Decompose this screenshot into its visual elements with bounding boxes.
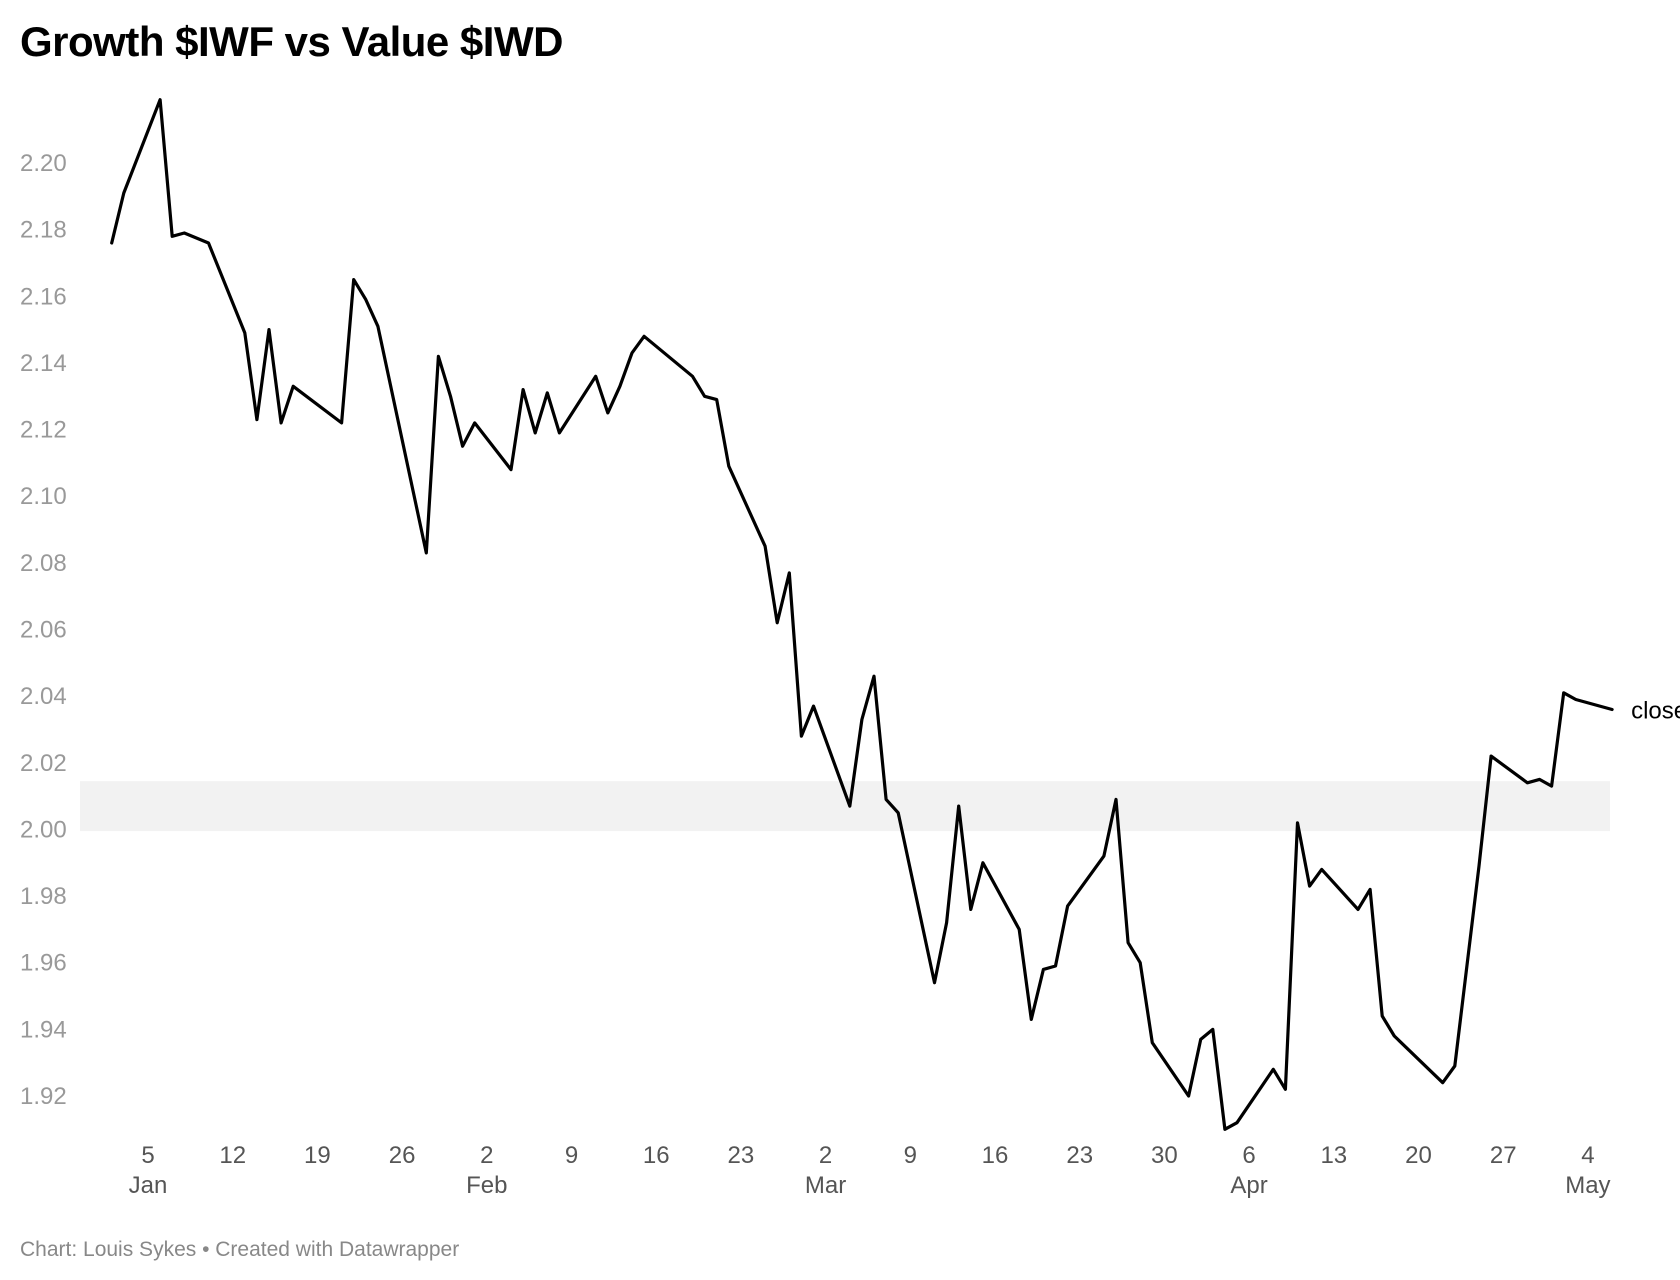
x-tick-label: 2 [480,1142,493,1169]
x-tick-label: 30 [1151,1142,1178,1169]
series-line [110,98,1614,1131]
x-tick-label: 5 [141,1142,154,1169]
y-tick-label: 2.04 [20,683,67,710]
x-month-label: May [1565,1172,1610,1199]
y-tick-label: 2.06 [20,617,67,644]
y-tick-label: 2.14 [20,350,67,377]
x-month-label: Mar [805,1172,846,1199]
x-month-label: Apr [1230,1172,1267,1199]
y-tick-label: 2.08 [20,550,67,577]
x-tick-label: 19 [304,1142,331,1169]
x-tick-label: 16 [982,1142,1009,1169]
x-axis: 5 Jan 12 19 26 2 Feb 9 16 23 2 Mar 9 16 23 30 6 Apr 13 20 27… [129,1142,1611,1199]
x-tick-label: 16 [643,1142,670,1169]
x-tick-label: 4 [1581,1142,1594,1169]
y-axis: 2.20 2.18 2.16 2.14 2.12 2.10 2.08 2.06 2.04 2.02… [20,150,67,1110]
y-tick-label: 2.00 [20,816,67,843]
x-tick-label: 23 [1066,1142,1093,1169]
x-month-label: Feb [466,1172,507,1199]
chart-footer: Chart: Louis Sykes • Created with Datawr… [20,1238,460,1261]
x-tick-label: 9 [904,1142,917,1169]
y-tick-label: 1.98 [20,883,67,910]
chart-title: Growth $IWF vs Value $IWD [20,18,563,65]
x-month-label: Jan [129,1172,168,1199]
y-tick-label: 1.94 [20,1016,67,1043]
x-tick-label: 26 [389,1142,416,1169]
y-tick-label: 2.12 [20,417,67,444]
x-tick-label: 6 [1242,1142,1255,1169]
y-tick-label: 1.96 [20,950,67,977]
y-tick-label: 1.92 [20,1083,67,1110]
y-tick-label: 2.18 [20,217,67,244]
x-tick-label: 23 [728,1142,755,1169]
y-tick-label: 2.20 [20,150,67,177]
x-tick-label: 12 [219,1142,246,1169]
x-tick-label: 13 [1320,1142,1347,1169]
series-group: close [110,98,1680,1131]
y-tick-label: 2.16 [20,283,67,310]
series-label: close [1631,697,1680,724]
y-tick-label: 2.10 [20,483,67,510]
y-tick-label: 2.02 [20,750,67,777]
x-tick-label: 2 [819,1142,832,1169]
x-tick-label: 20 [1405,1142,1432,1169]
x-tick-label: 9 [565,1142,578,1169]
x-tick-label: 27 [1490,1142,1517,1169]
